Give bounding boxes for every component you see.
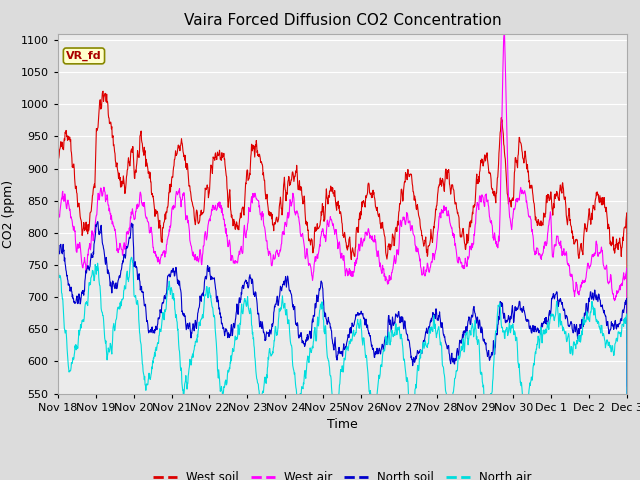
Text: VR_fd: VR_fd (66, 51, 102, 61)
West soil (54, 455, 61, 460)
West air (180, 192, 188, 198)
West air (623, 383, 631, 389)
West air (431, 251, 438, 257)
Line: North air: North air (58, 257, 627, 457)
West air (244, 220, 252, 226)
North soil (244, 285, 252, 291)
North air (244, 305, 252, 311)
West air (500, 31, 508, 36)
Legend: West soil, West air, North soil, North air: West soil, West air, North soil, North a… (148, 466, 536, 480)
North air (506, 322, 513, 327)
North air (431, 321, 439, 327)
West soil (431, 213, 439, 219)
West soil (506, 198, 513, 204)
North air (128, 254, 136, 260)
North air (54, 427, 61, 433)
Title: Vaira Forced Diffusion CO2 Concentration: Vaira Forced Diffusion CO2 Concentration (184, 13, 501, 28)
West air (506, 215, 513, 220)
North soil (167, 271, 175, 277)
North soil (506, 320, 513, 325)
West air (556, 242, 564, 248)
North soil (93, 219, 101, 225)
West soil (244, 177, 252, 183)
West soil (167, 181, 175, 187)
Line: North soil: North soil (58, 222, 627, 450)
North soil (431, 316, 439, 322)
North air (181, 382, 189, 387)
West air (54, 476, 61, 480)
West soil (99, 88, 107, 94)
West soil (181, 157, 189, 163)
West soil (623, 340, 631, 346)
West soil (556, 186, 564, 192)
North air (623, 455, 631, 460)
Y-axis label: CO2 (ppm): CO2 (ppm) (2, 180, 15, 248)
North soil (623, 447, 631, 453)
Line: West air: West air (58, 34, 627, 479)
North air (556, 311, 564, 316)
North air (167, 287, 175, 293)
X-axis label: Time: Time (327, 418, 358, 431)
North soil (54, 420, 61, 425)
North soil (181, 313, 189, 319)
West air (166, 224, 174, 230)
North soil (556, 299, 564, 304)
Line: West soil: West soil (58, 91, 627, 457)
